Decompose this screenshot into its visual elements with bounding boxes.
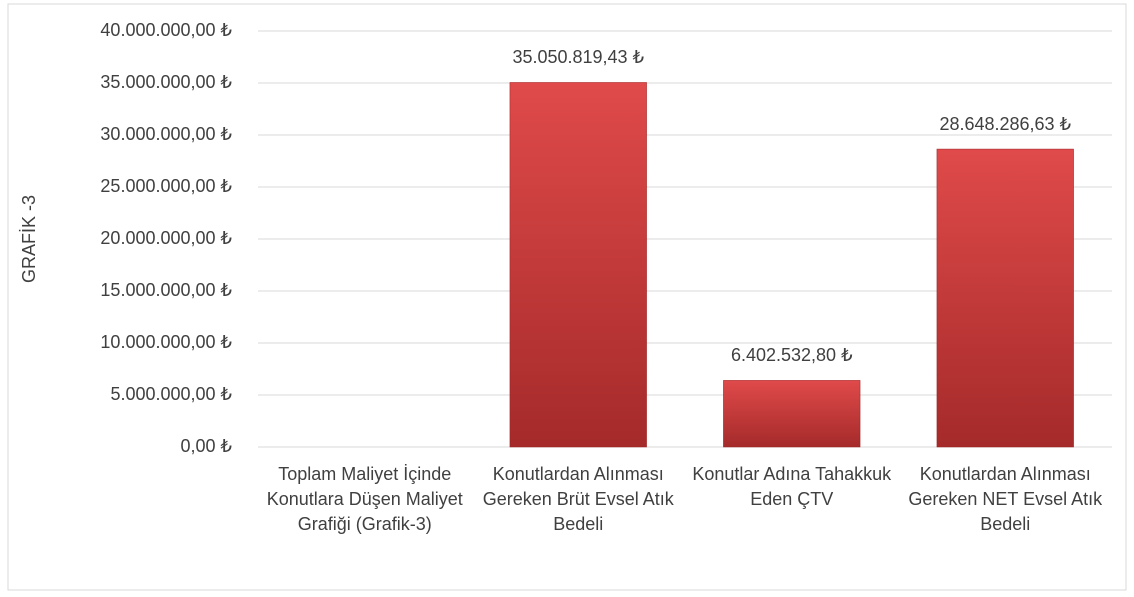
- x-tick-label: Konutlardan Alınması Gereken NET Evsel A…: [908, 464, 1103, 534]
- y-tick-label: 20.000.000,00 ₺: [100, 228, 232, 248]
- y-tick-label: 25.000.000,00 ₺: [100, 176, 232, 196]
- data-label: 28.648.286,63 ₺: [939, 114, 1071, 134]
- x-tick-label: Konutlar Adına Tahakkuk Eden ÇTV: [692, 464, 892, 509]
- data-label: 35.050.819,43 ₺: [512, 47, 644, 67]
- x-tick-label: Toplam Maliyet İçinde Konutlara Düşen Ma…: [266, 464, 463, 534]
- y-tick-label: 5.000.000,00 ₺: [110, 384, 232, 404]
- y-tick-label: 40.000.000,00 ₺: [100, 20, 232, 40]
- bar: [509, 82, 647, 448]
- y-tick-label: 10.000.000,00 ₺: [100, 332, 232, 352]
- bar: [936, 148, 1074, 448]
- data-label: 6.402.532,80 ₺: [731, 345, 853, 365]
- x-tick-label: Konutlardan Alınması Gereken Brüt Evsel …: [482, 464, 674, 534]
- y-tick-label: 15.000.000,00 ₺: [100, 280, 232, 300]
- y-tick-label: 0,00 ₺: [181, 436, 233, 456]
- bar: [723, 380, 861, 448]
- y-tick-label: 30.000.000,00 ₺: [100, 124, 232, 144]
- y-tick-label: 35.000.000,00 ₺: [100, 72, 232, 92]
- y-axis-label: GRAFİK -3: [19, 195, 39, 283]
